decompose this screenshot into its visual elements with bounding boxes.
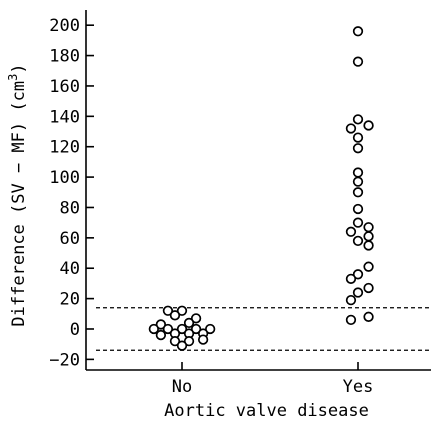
- data-point: [352, 235, 364, 247]
- y-tick-label: 0: [70, 320, 80, 340]
- data-point: [352, 203, 364, 215]
- x-axis-ticks: No Yes: [172, 362, 374, 397]
- y-tick-label: 100: [49, 168, 80, 188]
- data-point: [363, 311, 374, 322]
- data-point: [176, 323, 188, 335]
- data-point: [345, 226, 357, 237]
- data-point: [155, 319, 167, 330]
- data-point: [352, 187, 364, 198]
- data-point: [190, 313, 202, 324]
- data-point: [197, 334, 209, 345]
- y-tick-label: 140: [49, 107, 80, 127]
- data-point: [352, 143, 364, 154]
- y-axis-title-main: Difference (SV − MF) (cm: [9, 81, 29, 327]
- x-tick-label: No: [172, 377, 192, 397]
- data-point: [148, 323, 159, 335]
- data-points: [148, 26, 374, 351]
- data-point: [363, 120, 374, 131]
- data-point: [205, 323, 216, 335]
- y-tick-label: 80: [60, 198, 80, 218]
- data-point: [345, 294, 357, 306]
- y-tick-label: 120: [49, 138, 80, 158]
- data-point: [352, 132, 364, 143]
- y-tick-label: 20: [60, 290, 80, 310]
- x-tick-label: Yes: [343, 377, 374, 397]
- y-tick-label: 60: [60, 229, 80, 249]
- data-point: [352, 56, 364, 67]
- data-point: [352, 26, 364, 37]
- y-tick-label: 160: [49, 77, 80, 97]
- data-point: [363, 282, 374, 294]
- y-tick-label: 180: [49, 47, 80, 67]
- data-point: [352, 167, 364, 178]
- data-point: [352, 176, 364, 187]
- data-point: [162, 323, 174, 335]
- y-tick-label: 200: [49, 16, 80, 36]
- data-point: [345, 123, 357, 134]
- y-axis-title: Difference (SV − MF) (cm3): [6, 63, 29, 326]
- data-point: [190, 323, 202, 335]
- data-point: [183, 317, 195, 329]
- data-point: [352, 269, 364, 280]
- y-tick-label: 40: [60, 259, 80, 279]
- data-point: [352, 217, 364, 228]
- data-point: [176, 305, 188, 316]
- data-point: [352, 287, 364, 298]
- data-point: [176, 340, 188, 351]
- y-axis-title-superscript: 3: [6, 74, 20, 81]
- data-point: [169, 335, 181, 347]
- data-point: [345, 314, 357, 326]
- data-point: [183, 335, 195, 347]
- data-point: [363, 261, 374, 272]
- data-point: [155, 329, 167, 341]
- data-point: [162, 305, 174, 316]
- y-axis-ticks: −20 0 20 40 60 80 100 120 140 160 180 200: [49, 16, 94, 370]
- reference-lines: [96, 307, 431, 351]
- data-point: [352, 114, 364, 125]
- x-axis-title: Aortic valve disease: [164, 401, 369, 421]
- y-tick-label: −20: [49, 350, 80, 370]
- data-point: [363, 222, 374, 233]
- data-point: [363, 231, 374, 242]
- data-point: [169, 310, 181, 321]
- y-axis-title-suffix: ): [9, 63, 29, 73]
- data-point: [363, 240, 374, 251]
- data-point: [345, 273, 357, 285]
